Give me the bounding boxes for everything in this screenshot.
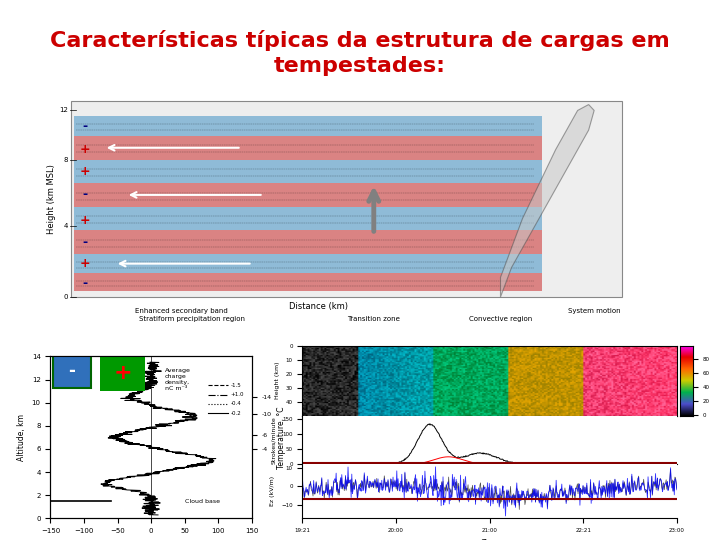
Text: Convective region: Convective region <box>469 315 532 321</box>
Text: +1.0: +1.0 <box>230 392 244 397</box>
Text: -: - <box>82 235 87 248</box>
Text: Características típicas da estrutura de cargas em
tempestades:: Características típicas da estrutura de … <box>50 30 670 76</box>
Y-axis label: Height (km): Height (km) <box>275 362 280 400</box>
Bar <box>73 183 542 207</box>
Text: -1.5: -1.5 <box>230 383 241 388</box>
Bar <box>73 230 542 254</box>
X-axis label: Time: Time <box>481 539 498 540</box>
Y-axis label: Ez (kV/m): Ez (kV/m) <box>271 476 276 507</box>
Text: -: - <box>82 188 87 201</box>
Text: -: - <box>82 120 87 133</box>
Polygon shape <box>500 105 594 297</box>
Text: Average
charge
density,
nC m⁻³: Average charge density, nC m⁻³ <box>165 368 191 391</box>
Text: -0.2: -0.2 <box>230 410 241 416</box>
Text: -: - <box>68 362 76 381</box>
Text: Enhanced secondary band: Enhanced secondary band <box>135 308 228 314</box>
Text: +: + <box>79 143 90 156</box>
Text: +: + <box>79 214 90 227</box>
Text: +: + <box>79 257 90 270</box>
Text: 12: 12 <box>59 107 68 113</box>
Text: System motion: System motion <box>568 308 621 314</box>
Bar <box>73 159 542 183</box>
Text: 0: 0 <box>63 294 68 300</box>
Y-axis label: Strokes/minute: Strokes/minute <box>271 416 276 464</box>
Bar <box>73 254 542 273</box>
Bar <box>73 116 542 136</box>
Text: Distance (km): Distance (km) <box>289 302 348 311</box>
Text: Stratiform precipitation region: Stratiform precipitation region <box>139 315 245 321</box>
Y-axis label: Temperature, °C: Temperature, °C <box>277 406 287 469</box>
Text: Height (km MSL): Height (km MSL) <box>47 164 56 234</box>
Text: Cloud base: Cloud base <box>185 500 220 504</box>
Text: 8: 8 <box>63 157 68 163</box>
Text: -: - <box>82 277 87 290</box>
Text: 4: 4 <box>63 224 68 230</box>
Bar <box>73 207 542 230</box>
Bar <box>73 136 542 159</box>
Text: +: + <box>114 362 132 383</box>
Text: +: + <box>79 165 90 178</box>
FancyBboxPatch shape <box>71 100 621 297</box>
FancyBboxPatch shape <box>101 354 145 391</box>
Text: -0.4: -0.4 <box>230 401 241 406</box>
Text: Transition zone: Transition zone <box>347 315 400 321</box>
FancyBboxPatch shape <box>53 355 91 388</box>
Bar <box>73 273 542 291</box>
Y-axis label: Altitude, km: Altitude, km <box>17 414 26 461</box>
